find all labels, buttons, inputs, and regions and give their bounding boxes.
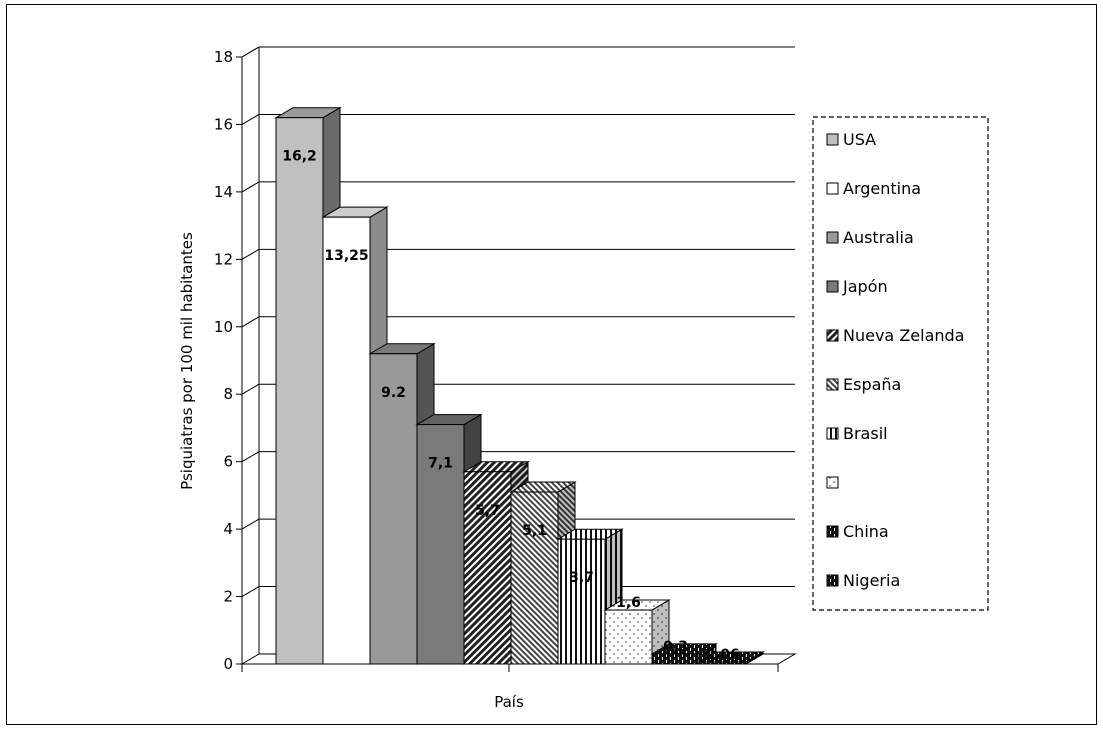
legend-label: Nigeria xyxy=(843,571,900,590)
legend-item: Argentina xyxy=(826,179,921,198)
bar-front xyxy=(322,216,371,665)
data-label: 9.2 xyxy=(381,385,406,401)
legend-box xyxy=(812,116,989,611)
bar-10 xyxy=(697,651,765,665)
data-label: 13,25 xyxy=(324,248,368,264)
legend-item: Australia xyxy=(826,228,914,247)
legend-item: España xyxy=(826,375,901,394)
x-axis-title: País xyxy=(494,693,524,711)
legend-item xyxy=(826,476,839,489)
data-label: 16,2 xyxy=(282,149,317,165)
data-label: 3,7 xyxy=(569,570,594,586)
legend-swatch xyxy=(826,525,839,538)
legend-swatch xyxy=(826,231,839,244)
legend-swatch xyxy=(826,476,839,489)
bar-front xyxy=(463,471,512,665)
legend-swatch xyxy=(826,427,839,440)
gridline-side xyxy=(241,451,260,463)
legend-label: Australia xyxy=(843,228,914,247)
legend-swatch xyxy=(826,378,839,391)
legend-item: USA xyxy=(826,130,876,149)
legend-item: Nigeria xyxy=(826,571,900,590)
gridline-side xyxy=(241,114,260,125)
gridline-side xyxy=(241,248,260,260)
y-axis: 0 2 4 6 8 10 12 14 16 18 xyxy=(214,48,779,673)
legend-swatch xyxy=(826,329,839,342)
y-tick-label: 6 xyxy=(223,453,233,471)
y-tick-label: 8 xyxy=(223,385,233,403)
legend-swatch xyxy=(826,280,839,293)
y-tick-label: 12 xyxy=(214,250,233,268)
legend-label: Japón xyxy=(842,277,888,296)
bar-front xyxy=(416,424,465,665)
bar-front xyxy=(651,653,700,665)
y-tick-label: 4 xyxy=(223,520,233,538)
data-labels: 16,2 13,25 9.2 7,1 5,7 5,1 3,7 1,6 0,3 0,06 xyxy=(282,149,740,663)
gridline-side xyxy=(241,181,260,193)
bar-front xyxy=(557,538,606,665)
gridline-side xyxy=(241,316,260,328)
y-tick-label: 16 xyxy=(214,115,233,133)
bar-front xyxy=(604,609,653,665)
gridline-side xyxy=(241,383,260,395)
chart-frame xyxy=(6,4,1097,725)
legend-label: España xyxy=(843,375,901,394)
bars xyxy=(274,106,765,665)
gridline-side xyxy=(241,46,260,58)
y-tick-label: 18 xyxy=(214,48,233,66)
bar-front xyxy=(369,353,418,665)
legend-item: Brasil xyxy=(826,424,888,443)
bar-front xyxy=(510,491,559,665)
bar-front xyxy=(275,117,324,665)
y-tick-label: 10 xyxy=(214,318,233,336)
gridline-side xyxy=(241,518,260,530)
legend-label: Nueva Zelanda xyxy=(843,326,964,345)
legend-item: Japón xyxy=(826,277,888,296)
bar-front xyxy=(698,661,747,665)
legend-swatch xyxy=(826,574,839,587)
data-label: 0,06 xyxy=(705,647,740,663)
y-tick-label: 14 xyxy=(214,183,233,201)
data-label: 1,6 xyxy=(616,595,641,611)
legend-swatch xyxy=(826,133,839,146)
data-label: 7,1 xyxy=(428,456,453,472)
legend-item: Nueva Zelanda xyxy=(826,326,964,345)
legend-swatch xyxy=(826,182,839,195)
y-tick-label: 2 xyxy=(223,588,233,606)
legend-label: China xyxy=(843,522,889,541)
y-tick-label: 0 xyxy=(223,655,233,673)
data-label: 5,1 xyxy=(522,523,547,539)
gridline-side xyxy=(241,586,260,597)
data-label: 5,7 xyxy=(475,503,500,519)
legend-label: Brasil xyxy=(843,424,888,443)
legend: USA Argentina Australia Japón Nueva Zelanda E… xyxy=(812,116,989,611)
legend-label: Argentina xyxy=(843,179,921,198)
legend-item: China xyxy=(826,522,889,541)
y-axis-title: Psiquiatras por 100 mil habitantes xyxy=(178,232,196,490)
data-label: 0,3 xyxy=(663,639,688,655)
legend-label: USA xyxy=(843,130,876,149)
